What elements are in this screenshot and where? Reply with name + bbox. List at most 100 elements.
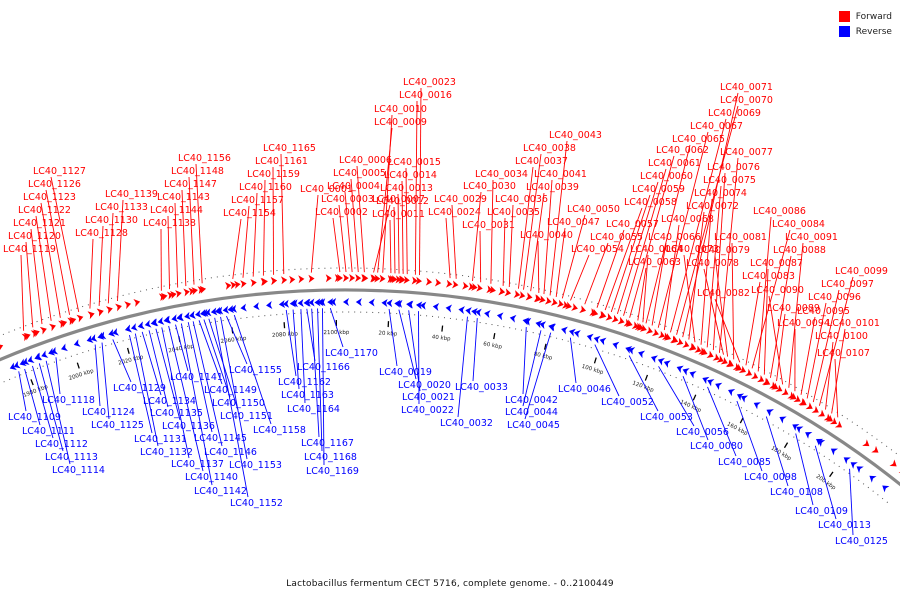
forward-leader-line [676, 105, 739, 335]
reverse-gene-arrow [342, 298, 349, 307]
forward-gene-arrow [625, 319, 633, 327]
forward-leader-line [232, 218, 242, 280]
reverse-gene-arrow [740, 395, 749, 403]
forward-gene-label: LC40_0075 [703, 175, 756, 186]
forward-leader-line [714, 298, 741, 363]
reverse-gene-arrow [753, 402, 761, 410]
reverse-leader-line [94, 344, 101, 407]
reverse-gene-label: LC40_1163 [281, 390, 334, 401]
reverse-gene-arrow [19, 358, 27, 367]
forward-gene-label: LC40_0004 [327, 181, 380, 192]
reverse-gene-arrow [41, 350, 49, 358]
reverse-gene-arrow [137, 321, 145, 330]
forward-leader-line [831, 328, 846, 414]
forward-gene-arrow [823, 413, 831, 421]
forward-leader-line [262, 179, 266, 276]
reverse-gene-label: LC40_1136 [162, 421, 215, 432]
genome-caption: Lactobacillus fermentum CECT 5716, compl… [286, 579, 614, 589]
reverse-gene-label: LC40_0108 [770, 487, 823, 498]
forward-leader-line [45, 189, 70, 315]
forward-leader-line [706, 185, 722, 348]
reverse-gene-arrow [586, 333, 594, 342]
forward-leader-line [30, 228, 43, 325]
forward-leader-line [776, 313, 786, 382]
reverse-leader-line [658, 366, 695, 427]
forward-gene-arrow [468, 282, 475, 291]
reverse-leader-line [814, 445, 837, 520]
forward-gene-arrow [611, 314, 619, 323]
forward-gene-arrow [76, 314, 84, 323]
reverse-leader-line [682, 376, 709, 441]
reverse-gene-arrow [13, 360, 21, 369]
forward-gene-arrow [781, 388, 789, 396]
forward-leader-line [174, 202, 179, 288]
forward-gene-label: LC40_0009 [374, 117, 427, 128]
reverse-gene-arrow [61, 343, 68, 352]
forward-gene-arrow [308, 274, 315, 283]
reverse-leader-line [849, 468, 854, 536]
forward-leader-line [645, 144, 691, 324]
reverse-gene-arrow [230, 304, 238, 313]
reverse-gene-arrow [396, 299, 403, 308]
forward-gene-label: LC40_0034 [475, 169, 528, 180]
reverse-gene-label: LC40_1118 [42, 395, 95, 406]
reverse-gene-label: LC40_0113 [818, 520, 871, 531]
forward-gene-arrow [23, 332, 31, 341]
forward-gene-arrow [379, 274, 386, 283]
forward-gene-label: LC40_1157 [231, 195, 284, 206]
forward-leader-line [714, 255, 729, 357]
reverse-gene-arrow [524, 317, 532, 326]
forward-gene-arrow [39, 326, 47, 335]
reverse-leader-line [134, 333, 159, 447]
forward-gene-label: LC40_0078 [686, 258, 739, 269]
reverse-gene-label: LC40_1151 [220, 411, 273, 422]
reverse-gene-arrow [216, 306, 224, 315]
forward-leader-line [20, 254, 25, 331]
forward-leader-line [472, 191, 482, 282]
reverse-leader-line [765, 416, 789, 487]
reverse-gene-arrow [625, 346, 633, 354]
reverse-gene-arrow [612, 341, 620, 350]
reverse-gene-arrow [628, 347, 636, 355]
forward-gene-arrow [289, 275, 296, 284]
reverse-gene-arrow [253, 302, 260, 311]
reverse-gene-arrow [304, 298, 311, 307]
reverse-gene-arrow [99, 331, 107, 340]
forward-leader-line [167, 215, 170, 290]
forward-gene-arrow [862, 439, 870, 447]
reverse-gene-arrow [707, 379, 715, 387]
forward-leader-line [555, 227, 566, 297]
forward-gene-arrow [775, 384, 783, 392]
forward-leader-line [683, 254, 696, 343]
reverse-gene-label: LC40_0125 [835, 536, 888, 547]
reverse-leader-line [214, 317, 249, 498]
reverse-gene-arrow [210, 307, 218, 316]
forward-leader-line [252, 192, 258, 277]
forward-gene-label: LC40_1123 [23, 192, 76, 203]
reverse-gene-arrow [650, 355, 658, 363]
scale-tick [644, 374, 649, 381]
forward-gene-arrow [651, 328, 659, 337]
forward-leader-line [629, 155, 675, 318]
forward-gene-arrow [513, 290, 521, 298]
reverse-gene-arrow [561, 326, 568, 335]
reverse-gene-arrow [779, 416, 787, 424]
forward-gene-label: LC40_0031 [462, 220, 515, 231]
forward-gene-label: LC40_0100 [815, 331, 868, 342]
reverse-gene-arrow [314, 298, 321, 307]
forward-gene-arrow [230, 281, 237, 290]
reverse-gene-arrow [856, 466, 864, 474]
reverse-gene-arrow [163, 315, 171, 324]
forward-gene-label: LC40_1128 [75, 228, 128, 239]
forward-leader-line [107, 212, 114, 304]
forward-leader-line [40, 202, 61, 318]
forward-gene-label: LC40_0091 [785, 232, 838, 243]
forward-gene-label: LC40_0010 [374, 104, 427, 115]
forward-gene-arrow [191, 287, 198, 296]
forward-gene-label: LC40_0015 [388, 157, 441, 168]
reverse-gene-arrow [407, 300, 414, 309]
reverse-gene-arrow [355, 298, 362, 307]
reverse-leader-line [524, 332, 552, 420]
reverse-gene-label: LC40_0080 [690, 441, 743, 452]
forward-gene-arrow [197, 286, 205, 294]
